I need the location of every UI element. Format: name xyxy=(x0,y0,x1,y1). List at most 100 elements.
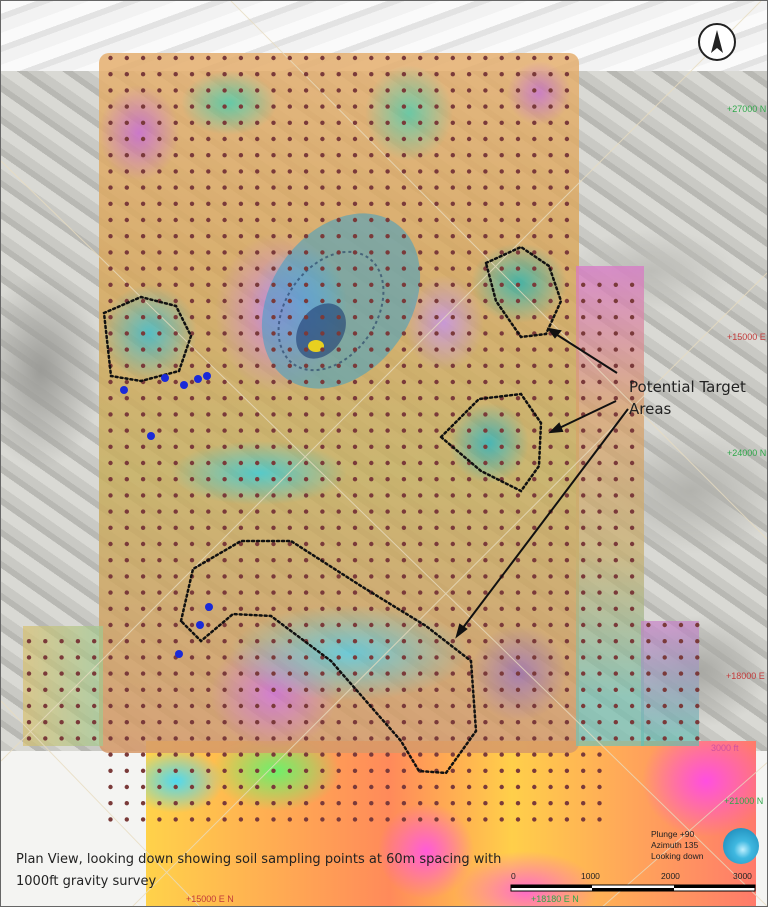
sample-point xyxy=(255,671,260,676)
sample-point xyxy=(238,493,244,498)
sample-point xyxy=(124,153,129,158)
annotation-line: Potential Target xyxy=(629,378,746,396)
sample-point xyxy=(287,88,292,93)
sample-point xyxy=(173,250,178,255)
sample-point xyxy=(222,525,227,530)
sample-point xyxy=(92,671,97,676)
sample-point xyxy=(369,477,374,482)
sample-point xyxy=(271,120,276,126)
sample-point xyxy=(157,671,162,676)
sample-point xyxy=(287,655,292,660)
sample-point xyxy=(548,752,553,757)
sample-point xyxy=(548,541,553,547)
sample-point xyxy=(483,153,488,158)
sample-point xyxy=(369,525,374,530)
sample-point xyxy=(173,72,178,77)
sample-point xyxy=(532,55,537,61)
sample-point xyxy=(26,687,32,692)
sample-point xyxy=(336,558,341,563)
sample-point xyxy=(385,201,390,206)
sample-point xyxy=(140,639,146,644)
sample-point xyxy=(466,234,472,239)
sample-point xyxy=(287,720,292,725)
sample-point xyxy=(108,396,113,401)
sample-point xyxy=(418,298,423,304)
sample-point xyxy=(629,460,635,466)
gravity-survey-bottom xyxy=(146,741,756,906)
sample-point xyxy=(140,104,146,109)
sample-point xyxy=(548,477,553,482)
sample-point xyxy=(140,185,146,190)
sample-point xyxy=(206,687,211,692)
sample-point xyxy=(499,331,504,336)
sample-point xyxy=(515,88,521,93)
sample-point xyxy=(108,282,113,287)
sample-point xyxy=(499,687,504,692)
sample-point xyxy=(173,817,178,822)
sample-point xyxy=(434,169,439,174)
sample-point xyxy=(173,347,178,352)
sample-point xyxy=(222,671,227,676)
sample-point xyxy=(434,736,439,741)
sample-point xyxy=(352,460,358,466)
sample-point xyxy=(255,396,260,401)
sample-point xyxy=(499,817,504,822)
sample-point xyxy=(597,639,602,644)
sample-point xyxy=(124,493,129,498)
sample-point xyxy=(238,784,244,790)
sample-point xyxy=(581,379,586,385)
sample-point xyxy=(401,55,407,61)
sample-point xyxy=(124,509,129,514)
sample-point xyxy=(173,136,178,142)
sample-point xyxy=(466,136,472,142)
sample-point xyxy=(140,363,146,368)
sample-point xyxy=(124,574,129,579)
sample-point xyxy=(173,477,178,482)
sample-point xyxy=(320,169,325,174)
sample-point xyxy=(140,136,146,142)
sample-point xyxy=(255,379,260,385)
sample-point xyxy=(466,169,472,174)
sample-point xyxy=(483,185,488,190)
sample-point xyxy=(206,477,211,482)
sample-point xyxy=(287,104,292,109)
sample-point xyxy=(352,153,358,158)
sample-point xyxy=(222,428,227,433)
sample-point xyxy=(450,703,455,709)
sample-point xyxy=(320,622,325,628)
sample-point xyxy=(466,768,472,773)
sample-point xyxy=(401,752,407,757)
sample-point xyxy=(418,250,423,255)
sample-point xyxy=(320,298,325,304)
sample-point xyxy=(369,136,374,142)
sample-point xyxy=(238,250,244,255)
sample-point xyxy=(450,412,455,417)
sample-point xyxy=(352,574,358,579)
sample-point xyxy=(581,801,586,806)
sample-point xyxy=(499,606,504,611)
sample-point xyxy=(92,736,97,741)
sample-point xyxy=(303,363,309,368)
sample-point xyxy=(499,525,504,530)
sample-point xyxy=(483,558,488,563)
sample-point xyxy=(532,606,537,611)
sample-point xyxy=(124,88,129,93)
sample-point xyxy=(564,687,570,692)
sample-point xyxy=(271,444,276,449)
sample-point xyxy=(124,169,129,174)
sample-point xyxy=(369,72,374,77)
sample-point xyxy=(532,817,537,822)
sample-point xyxy=(581,768,586,773)
sample-point xyxy=(564,444,570,449)
sample-point xyxy=(532,428,537,433)
sample-point xyxy=(255,266,260,271)
sample-point xyxy=(532,574,537,579)
sample-point xyxy=(548,153,553,158)
sample-point xyxy=(287,331,292,336)
sample-point xyxy=(369,622,374,628)
sample-point xyxy=(532,493,537,498)
sample-point xyxy=(189,169,195,174)
north-arrow-icon xyxy=(711,30,723,53)
sample-point xyxy=(369,88,374,93)
sample-point xyxy=(629,396,635,401)
